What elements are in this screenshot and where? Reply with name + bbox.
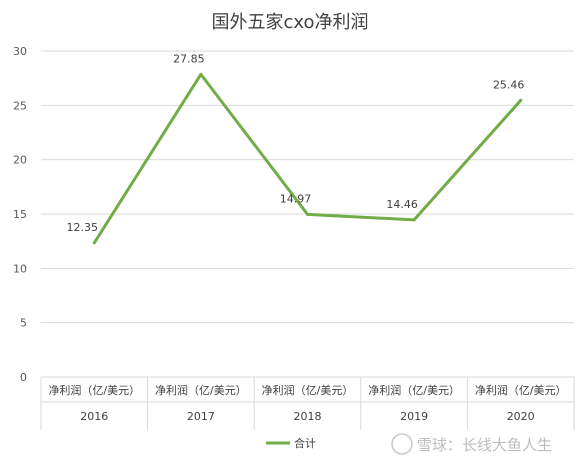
y-tick-label: 5 [20,317,27,330]
series-group [92,72,523,245]
data-label: 12.35 [67,221,99,234]
data-point [519,98,523,102]
legend-label: 合计 [294,436,316,450]
y-tick-label: 15 [13,208,27,221]
data-point [412,218,416,222]
x-tick-label: 2016 [80,410,108,423]
y-tick-label: 25 [13,99,27,112]
y-tick-label: 30 [13,45,27,58]
x-tick-label: 2017 [187,410,215,423]
x-tick-sublabel: 净利润（亿/美元） [475,383,567,397]
data-label: 25.46 [493,78,525,91]
x-tick-label: 2019 [400,410,428,423]
data-point [199,72,203,76]
data-label: 14.97 [280,192,312,205]
chart-title: 国外五家cxo净利润 [211,12,368,33]
x-tick-label: 2018 [294,410,322,423]
y-axis-tick-labels: 0 5 10 15 20 25 30 [13,45,27,384]
watermark-text: 雪球：长线大鱼人生 [417,436,552,454]
x-tick-sublabel: 净利润（亿/美元） [368,383,460,397]
y-tick-label: 0 [20,371,27,384]
x-tick-sublabel: 净利润（亿/美元） [48,383,140,397]
x-tick-sublabel: 净利润（亿/美元） [262,383,354,397]
watermark: 雪球：长线大鱼人生 [391,433,552,455]
snowball-logo-icon [391,433,413,455]
x-tick-sublabel: 净利润（亿/美元） [155,383,247,397]
data-label: 27.85 [173,52,205,65]
data-point [306,212,309,216]
data-labels: 12.35 27.85 14.97 14.46 25.46 [67,52,525,233]
series-line [92,72,523,245]
y-tick-label: 20 [13,154,27,167]
data-label: 14.46 [386,198,418,211]
x-tick-label: 2020 [507,410,535,423]
legend: 合计 [266,436,316,450]
grid-lines [41,50,574,378]
y-tick-label: 10 [13,262,27,275]
x-axis: 净利润（亿/美元） 2016 净利润（亿/美元） 2017 净利润（亿/美元） 2018 净… [40,377,575,430]
data-point [92,241,96,245]
